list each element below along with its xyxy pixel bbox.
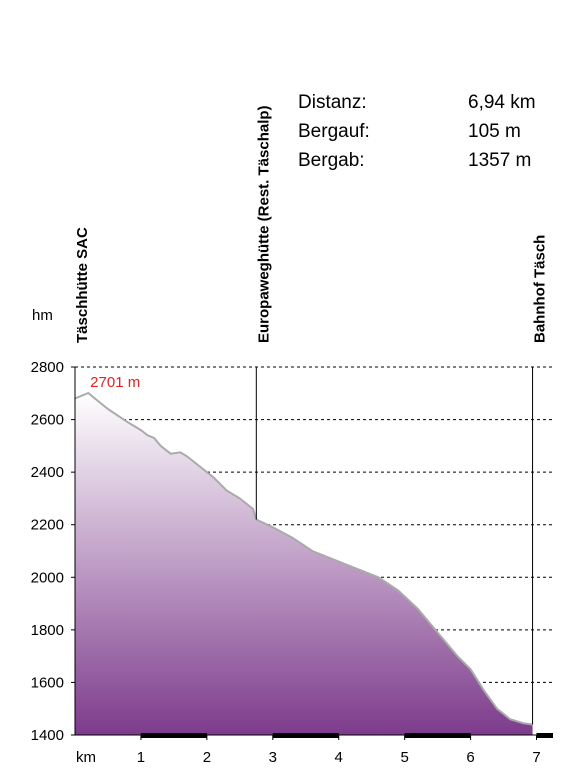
y-tick-label: 2000 [31, 569, 64, 586]
stat-label: Bergauf: [298, 121, 370, 142]
stat-value: 6,94 km [468, 92, 536, 113]
y-tick-label: 1400 [31, 727, 64, 744]
stat-label: Distanz: [298, 92, 367, 113]
y-tick-label: 2200 [31, 517, 64, 534]
waypoint-label: Europaweghütte (Rest. Täschalp) [255, 105, 272, 343]
x-tick-label: 2 [203, 749, 211, 766]
stat-value: 105 m [468, 121, 521, 142]
axis-band [272, 733, 339, 738]
x-tick-label: 3 [269, 749, 277, 766]
x-tick-label: 7 [532, 749, 540, 766]
x-tick-label: 4 [335, 749, 343, 766]
waypoint-label: Bahnhof Täsch [532, 235, 549, 343]
annotation: 2701 m [90, 374, 140, 391]
y-tick-label: 2600 [31, 412, 64, 429]
stat-label: Bergab: [298, 150, 365, 171]
waypoint-label: Täschhütte SAC [74, 227, 91, 343]
y-tick-label: 2400 [31, 464, 64, 481]
axis-band [404, 733, 471, 738]
stat-value: 1357 m [468, 150, 531, 171]
x-tick-label: 5 [400, 749, 408, 766]
x-tick-label: 6 [466, 749, 474, 766]
y-tick-label: 1800 [31, 622, 64, 639]
axis-band [536, 733, 553, 738]
elevation-line [74, 391, 533, 726]
y-axis-label: hm [32, 307, 53, 324]
x-tick-label: 1 [137, 749, 145, 766]
y-tick-label: 2800 [31, 359, 64, 376]
x-axis-label: km [76, 749, 96, 766]
elevation-area [75, 393, 533, 735]
y-tick-label: 1600 [31, 674, 64, 691]
axis-band [140, 733, 207, 738]
